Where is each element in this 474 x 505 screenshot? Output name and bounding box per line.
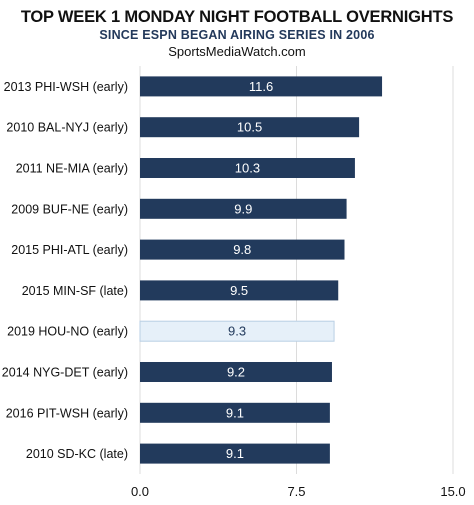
chart-subtitle: SINCE ESPN BEGAN AIRING SERIES IN 2006 [99, 28, 375, 42]
category-label: 2015 PHI-ATL (early) [11, 243, 128, 257]
category-label: 2013 PHI-WSH (early) [4, 80, 128, 94]
chart-title: TOP WEEK 1 MONDAY NIGHT FOOTBALL OVERNIG… [20, 8, 454, 26]
bar [140, 239, 345, 260]
category-label: 2016 PIT-WSH (early) [6, 406, 128, 420]
category-label: 2015 MIN-SF (late) [22, 284, 128, 298]
bar [140, 76, 383, 97]
bar-value-label: 11.6 [249, 79, 273, 94]
bar [140, 198, 347, 219]
x-tick-label: 15.0 [440, 484, 465, 499]
bar [140, 117, 360, 138]
category-label: 2011 NE-MIA (early) [16, 162, 128, 176]
bar [140, 280, 339, 301]
bar [140, 402, 330, 423]
x-tick-label: 7.5 [287, 484, 305, 499]
bar-value-label: 9.3 [228, 324, 246, 339]
bar-value-label: 10.3 [235, 161, 260, 176]
bar-value-label: 9.9 [234, 201, 252, 216]
category-label: 2019 HOU-NO (early) [7, 325, 128, 339]
category-labels: 2013 PHI-WSH (early) 2010 BAL-NYJ (early)… [2, 80, 128, 461]
x-tick-labels: 0.0 7.5 15.0 [131, 484, 466, 499]
category-label: 2010 BAL-NYJ (early) [6, 121, 128, 135]
bar-value-label: 9.2 [227, 365, 245, 380]
category-label: 2014 NYG-DET (early) [2, 366, 128, 380]
x-tick-label: 0.0 [131, 484, 149, 499]
bar-value-label: 9.1 [226, 405, 244, 420]
bars: 11.6 10.5 10.3 9.9 9.8 9.5 9.3 9.2 9.1 9.1 [139, 76, 383, 464]
bar-value-label: 9.8 [233, 242, 251, 257]
bar [140, 158, 355, 178]
bar [140, 443, 330, 464]
category-label: 2009 BUF-NE (early) [11, 202, 128, 216]
bar [139, 320, 335, 342]
chart-source: SportsMediaWatch.com [168, 44, 306, 59]
bar-value-label: 9.1 [226, 446, 244, 461]
category-label: 2010 SD-KC (late) [26, 447, 128, 461]
bar-value-label: 10.5 [237, 120, 262, 135]
bar-value-label: 9.5 [230, 283, 248, 298]
bar [140, 362, 332, 382]
